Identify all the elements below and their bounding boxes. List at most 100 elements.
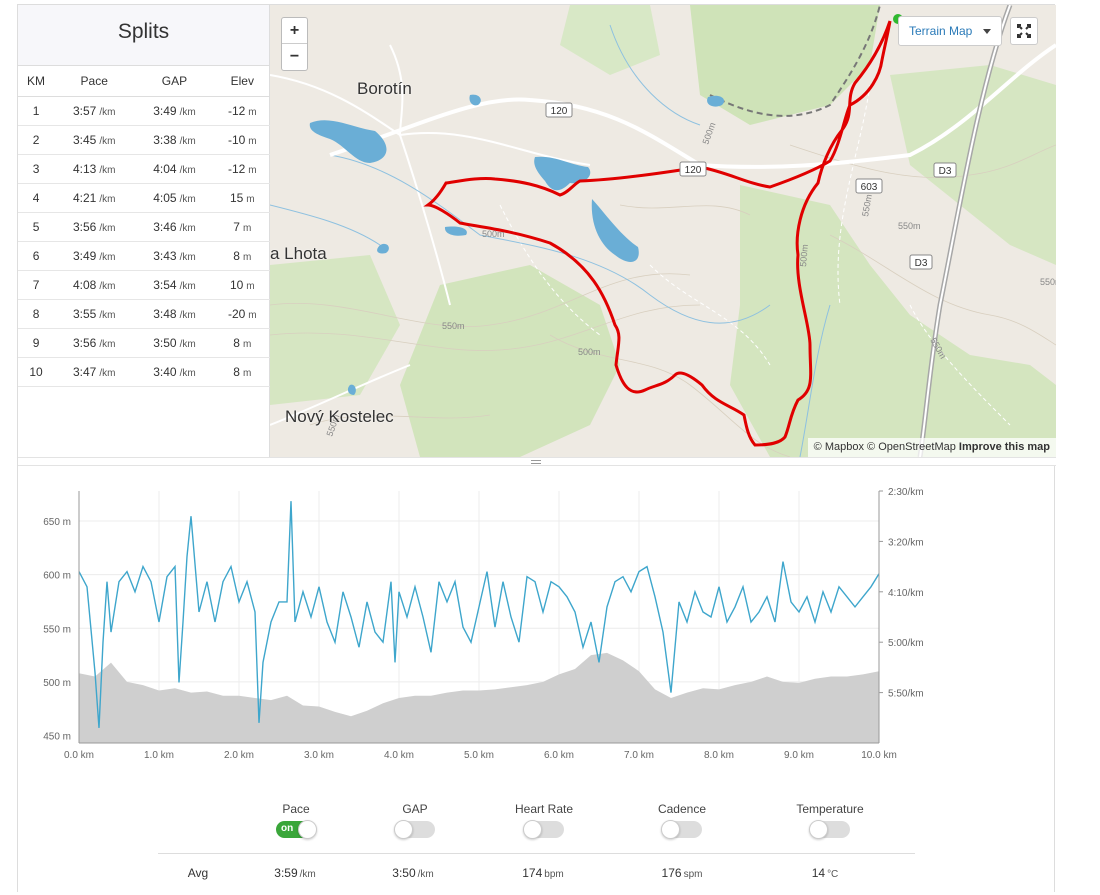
- split-pace: 3:49/km: [54, 241, 135, 271]
- splits-body: 1 3:57/km 3:49/km -12 m 2 3:45/km 3:38/km -10 m 3 4…: [18, 96, 270, 387]
- split-gap: 3:49/km: [134, 96, 215, 126]
- split-row[interactable]: 3 4:13/km 4:04/km -12 m: [18, 154, 270, 184]
- split-gap: 3:40/km: [134, 357, 215, 387]
- split-km: 3: [18, 154, 55, 184]
- pace-elevation-chart[interactable]: 0.0 km 1.0 km 2.0 km 3.0 km 4.0 km 5.0 km 6.0 …: [18, 466, 1056, 796]
- map-style-label: Terrain Map: [909, 24, 973, 38]
- elevation-area: [79, 652, 879, 743]
- contour-label: 500m: [798, 244, 810, 267]
- contour-label: 550m: [898, 221, 921, 231]
- toggle-label: Temperature: [796, 802, 864, 816]
- split-row[interactable]: 4 4:21/km 4:05/km 15 m: [18, 183, 270, 213]
- pace-tick-label: 5:00/km: [888, 638, 924, 649]
- place-label-borotin: Borotín: [357, 79, 412, 98]
- contour-label: 500m: [578, 347, 601, 357]
- split-row[interactable]: 5 3:56/km 3:46/km 7 m: [18, 212, 270, 242]
- chart-canvas: 0.0 km 1.0 km 2.0 km 3.0 km 4.0 km 5.0 km 6.0 …: [43, 487, 924, 761]
- pace-line: [78, 501, 880, 728]
- toggle-switch[interactable]: [523, 820, 564, 839]
- toggle-knob: [298, 820, 317, 839]
- avg-gap: 3:50/km: [392, 866, 434, 880]
- place-label-novy-kostelec: Nový Kostelec: [285, 407, 394, 426]
- split-elev: -20 m: [214, 299, 270, 329]
- route-map[interactable]: 120 120 603 D3 D3 500m 550m 500m 550m 55…: [270, 5, 1056, 457]
- split-elev: -12 m: [214, 96, 270, 126]
- avg-temperature: 14 °C: [811, 866, 839, 880]
- split-elev: 15 m: [214, 183, 270, 213]
- split-km: 10: [18, 357, 55, 387]
- split-row[interactable]: 9 3:56/km 3:50/km 8 m: [18, 328, 270, 358]
- map-attribution: © Mapbox © OpenStreetMap Improve this ma…: [807, 438, 1056, 457]
- toggle-temperature: Temperature: [780, 802, 880, 839]
- split-pace: 3:45/km: [54, 125, 135, 155]
- zoom-in-button[interactable]: +: [282, 18, 307, 44]
- x-tick-label: 10.0 km: [861, 750, 897, 761]
- contour-lines: [270, 144, 1056, 457]
- osm-link[interactable]: © OpenStreetMap: [867, 441, 956, 453]
- zoom-out-button[interactable]: −: [289, 48, 300, 65]
- toggle-cadence: Cadence: [632, 802, 732, 839]
- split-gap: 4:05/km: [134, 183, 215, 213]
- elevation-tick-label: 650 m: [43, 517, 71, 528]
- x-tick-label: 9.0 km: [784, 750, 814, 761]
- split-row[interactable]: 7 4:08/km 3:54/km 10 m: [18, 270, 270, 300]
- mapbox-link[interactable]: © Mapbox: [813, 441, 864, 453]
- split-km: 1: [18, 96, 55, 126]
- pace-tick-label: 3:20/km: [888, 537, 924, 548]
- fullscreen-button[interactable]: [1010, 17, 1038, 45]
- toggle-gap: GAP: [365, 802, 465, 839]
- elevation-tick-label: 600 m: [43, 571, 71, 582]
- contour-label: 550m: [860, 193, 874, 217]
- header-pace: Pace: [54, 66, 135, 97]
- toggle-knob: [394, 820, 413, 839]
- toggle-switch[interactable]: [661, 820, 702, 839]
- split-gap: 3:38/km: [134, 125, 215, 155]
- split-pace: 4:08/km: [54, 270, 135, 300]
- avg-pace: 3:59/km: [274, 866, 316, 880]
- road-number-label: 603: [861, 182, 878, 193]
- toggle-pace: Pace on: [246, 802, 346, 839]
- improve-map-link[interactable]: Improve this map: [958, 441, 1050, 453]
- toggle-switch[interactable]: [809, 820, 850, 839]
- road-shields: 120 120 603 D3 D3: [545, 102, 957, 270]
- contour-label: 500m: [700, 121, 717, 146]
- streams: [270, 24, 831, 457]
- toggle-label: GAP: [402, 802, 428, 816]
- stream-toggles: Pace on GAP Heart Rate Cadence Temperature Av…: [18, 795, 1056, 895]
- split-row[interactable]: 10 3:47/km 3:40/km 8 m: [18, 357, 270, 387]
- contour-label: 550m: [1040, 277, 1056, 287]
- pace-tick-label: 2:30/km: [888, 487, 924, 498]
- split-gap: 4:04/km: [134, 154, 215, 184]
- split-gap: 3:46/km: [134, 212, 215, 242]
- road-number-label: 120: [685, 165, 702, 176]
- split-row[interactable]: 1 3:57/km 3:49/km -12 m: [18, 96, 270, 126]
- split-elev: -10 m: [214, 125, 270, 155]
- split-row[interactable]: 6 3:49/km 3:43/km 8 m: [18, 241, 270, 271]
- header-km: KM: [18, 66, 55, 97]
- toggle-knob: [523, 820, 542, 839]
- split-row[interactable]: 8 3:55/km 3:48/km -20 m: [18, 299, 270, 329]
- toggle-knob: [661, 820, 680, 839]
- split-pace: 3:56/km: [54, 328, 135, 358]
- road-number-label: 120: [551, 106, 568, 117]
- toggle-switch[interactable]: on: [276, 820, 317, 839]
- x-tick-label: 8.0 km: [704, 750, 734, 761]
- pace-tick-label: 5:50/km: [888, 689, 924, 700]
- zoom-control: + −: [281, 17, 308, 71]
- split-pace: 3:57/km: [54, 96, 135, 126]
- split-km: 5: [18, 212, 55, 242]
- resize-handle[interactable]: [18, 457, 1056, 466]
- split-km: 4: [18, 183, 55, 213]
- top-section: Splits KM Pace GAP Elev 1 3:57/km 3:49/km -…: [18, 5, 1056, 457]
- splits-title: Splits: [18, 5, 269, 66]
- elevation-tick-label: 550 m: [43, 624, 71, 635]
- map-style-select[interactable]: Terrain Map: [898, 16, 1002, 46]
- x-tick-label: 5.0 km: [464, 750, 494, 761]
- toggle-switch[interactable]: [394, 820, 435, 839]
- split-row[interactable]: 2 3:45/km 3:38/km -10 m: [18, 125, 270, 155]
- split-km: 6: [18, 241, 55, 271]
